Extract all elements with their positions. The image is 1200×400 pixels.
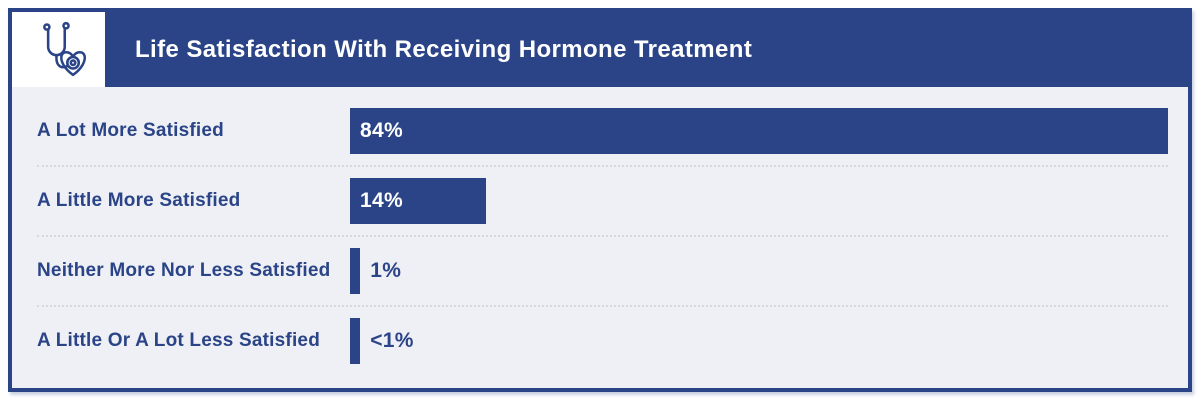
icon-box: [12, 12, 105, 87]
value-label: <1%: [370, 329, 414, 352]
bar-row: Neither More Nor Less Satisfied 1%: [25, 237, 1168, 305]
value-label: 14%: [360, 189, 403, 212]
chart-title: Life Satisfaction With Receiving Hormone…: [135, 35, 753, 63]
value-label: 1%: [370, 259, 402, 282]
category-label: A Little Or A Lot Less Satisfied: [37, 330, 320, 351]
row-separator: [37, 305, 1168, 307]
row-separator: [37, 235, 1168, 237]
value-label: 84%: [360, 119, 403, 142]
chart-body: A Lot More Satisfied 84% A Little More S…: [12, 87, 1188, 385]
bar-track: <1%: [350, 318, 1168, 364]
bar-a-little-or-a-lot-less: [350, 318, 361, 364]
bar-track: 84%: [350, 108, 1168, 154]
category-label: A Lot More Satisfied: [37, 120, 224, 141]
bar-neither-more-nor-less: [350, 248, 361, 294]
chart-header: Life Satisfaction With Receiving Hormone…: [12, 12, 1188, 87]
stethoscope-heart-icon: [27, 20, 91, 80]
bar-a-little-more-satisfied: 14%: [350, 178, 487, 224]
bar-track: 1%: [350, 248, 1168, 294]
category-label: Neither More Nor Less Satisfied: [37, 260, 331, 281]
bar-track: 14%: [350, 178, 1168, 224]
bar-row: A Lot More Satisfied 84%: [25, 97, 1168, 165]
category-label: A Little More Satisfied: [37, 190, 241, 211]
chart-card: Life Satisfaction With Receiving Hormone…: [8, 8, 1192, 392]
bar-a-lot-more-satisfied: 84%: [350, 108, 1168, 154]
bar-row: A Little Or A Lot Less Satisfied <1%: [25, 307, 1168, 375]
bar-row: A Little More Satisfied 14%: [25, 167, 1168, 235]
row-separator: [37, 165, 1168, 167]
